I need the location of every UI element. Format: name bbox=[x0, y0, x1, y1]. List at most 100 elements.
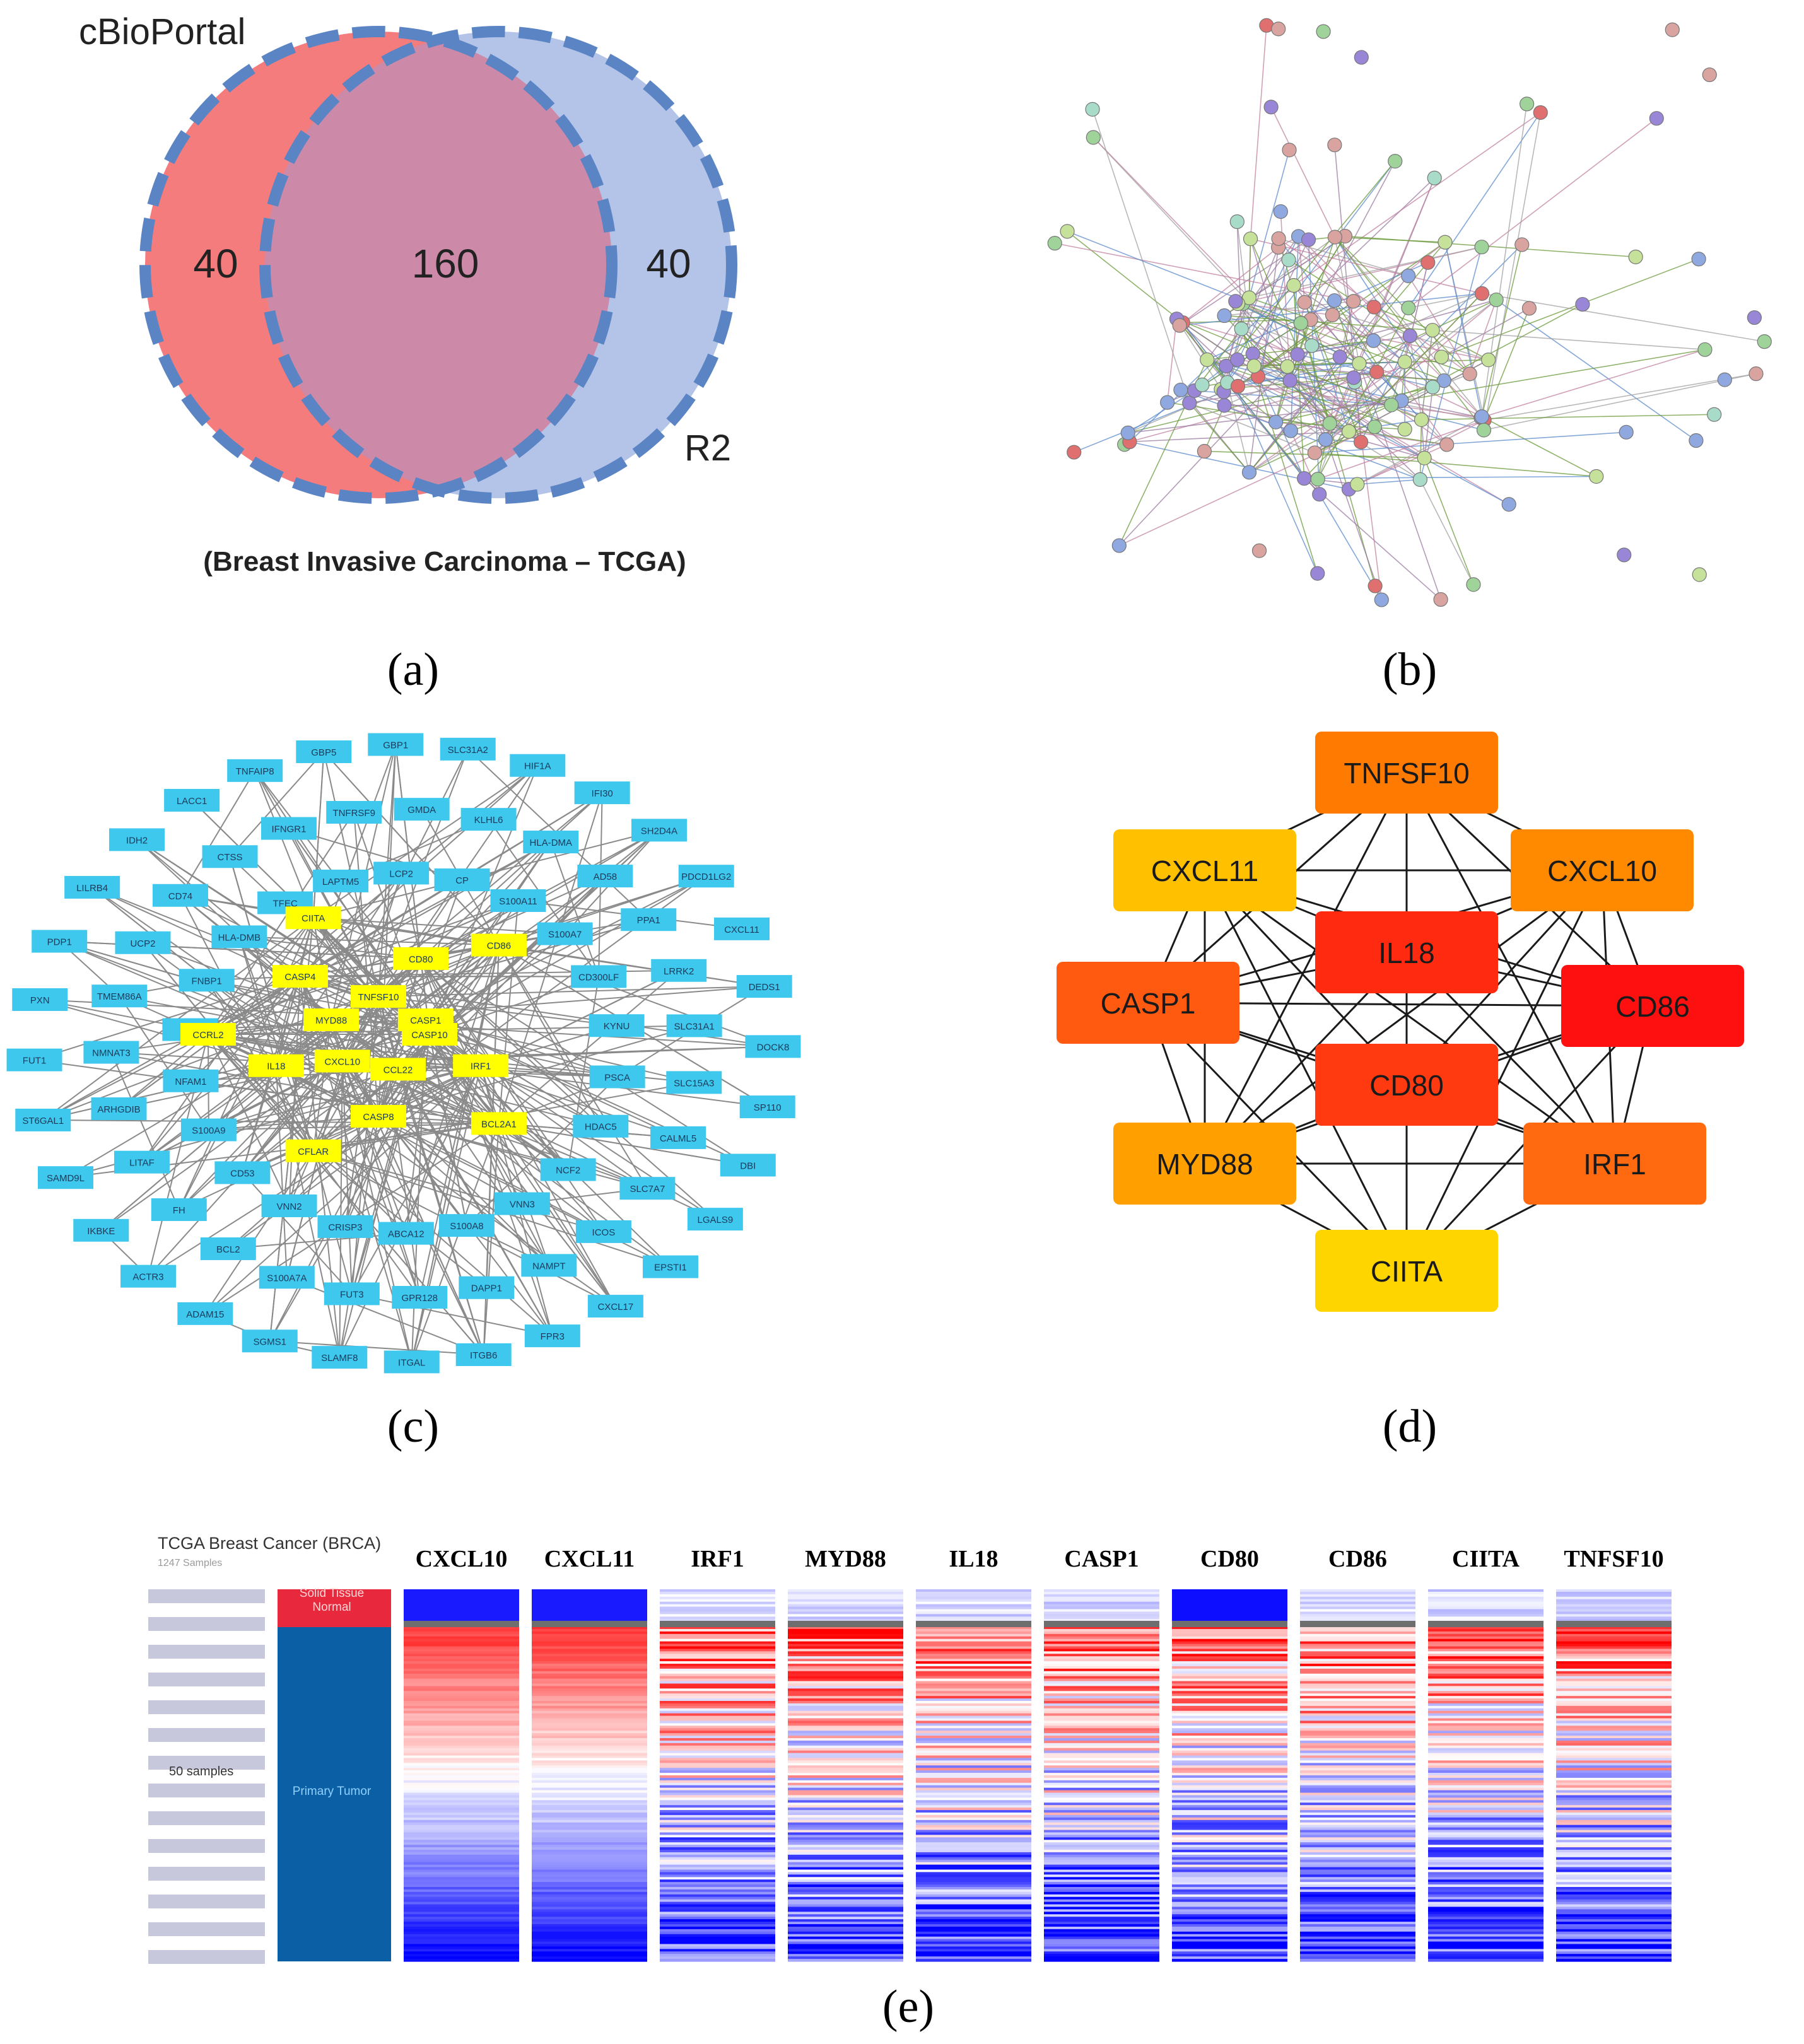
gene-node bbox=[115, 931, 171, 954]
sample-scale-label: 50 samples bbox=[169, 1765, 234, 1778]
normal-tissue-label: Solid Tissue Normal bbox=[299, 1587, 365, 1614]
network-node bbox=[1310, 566, 1325, 581]
cyto-edge bbox=[498, 944, 773, 1048]
gene-node-label: CFLAR bbox=[298, 1147, 329, 1157]
gene-node bbox=[571, 965, 627, 988]
network-node bbox=[1501, 497, 1516, 512]
gene-node-label: CTSS bbox=[218, 852, 243, 863]
gene-node-label: DEDS1 bbox=[749, 982, 780, 993]
network-node bbox=[1689, 433, 1704, 448]
gene-node-label: CD74 bbox=[168, 891, 192, 902]
network-node bbox=[1697, 342, 1713, 357]
gene-node bbox=[12, 988, 68, 1011]
network-edge bbox=[1496, 299, 1697, 441]
network-node bbox=[1384, 397, 1399, 412]
network-edge bbox=[1432, 329, 1706, 351]
network-node bbox=[1293, 315, 1308, 331]
cyto-edge bbox=[498, 945, 602, 1127]
cyto-edge bbox=[204, 1150, 314, 1314]
network-node bbox=[1263, 100, 1279, 115]
network-node bbox=[1273, 204, 1288, 219]
gene-node-label: SLC7A7 bbox=[630, 1184, 665, 1194]
network-edge bbox=[1128, 400, 1402, 434]
gene-node-label: CD53 bbox=[230, 1168, 254, 1179]
heatmap-gene-header: CIITA bbox=[1452, 1546, 1520, 1572]
cyto-edge bbox=[411, 1123, 500, 1362]
gene-node-label: CD300LF bbox=[578, 972, 619, 983]
network-edge bbox=[1250, 25, 1267, 239]
cyto-edge bbox=[300, 976, 379, 1117]
gene-node bbox=[120, 1264, 177, 1288]
network-edge bbox=[1304, 293, 1483, 479]
gene-node-label: SLC31A2 bbox=[448, 745, 488, 756]
network-node bbox=[1280, 359, 1295, 374]
heatmap-grid bbox=[148, 1589, 1672, 1964]
gene-node bbox=[211, 925, 267, 949]
gene-node-label: BCL2 bbox=[216, 1244, 240, 1255]
gene-node-label: PDP1 bbox=[47, 937, 72, 948]
network-node bbox=[1369, 365, 1385, 380]
caption-a: (a) bbox=[387, 644, 440, 696]
gene-node-label: SAMD9L bbox=[47, 1173, 85, 1184]
gene-node-label: SLC15A3 bbox=[674, 1078, 714, 1089]
cyto-edge bbox=[40, 998, 277, 1066]
gene-node bbox=[714, 917, 770, 940]
cyto-edge bbox=[300, 900, 518, 978]
hub-gene-node bbox=[351, 985, 406, 1008]
hub-edge bbox=[1204, 772, 1408, 1164]
network-node bbox=[1111, 538, 1127, 553]
network-edge bbox=[1357, 479, 1420, 485]
heatmap-column bbox=[1172, 1589, 1287, 1962]
gene-node bbox=[540, 1158, 596, 1181]
gene-node bbox=[83, 1041, 139, 1064]
network-node bbox=[1297, 470, 1312, 486]
network-edge bbox=[1290, 236, 1299, 431]
network-node bbox=[1228, 294, 1243, 309]
gene-node bbox=[163, 1069, 219, 1092]
cyto-edge bbox=[342, 1060, 550, 1266]
gene-node-label: IKBKE bbox=[87, 1226, 115, 1237]
gene-node-label: NMNAT3 bbox=[92, 1048, 131, 1059]
network-node bbox=[1241, 465, 1257, 480]
gene-node-label: FUT1 bbox=[23, 1056, 47, 1066]
cytoscape-network: PDCD1LG2 CXCL11 DEDS1 DOCK8 SP110 DBI LGALS9 EP… bbox=[6, 733, 801, 1374]
network-node bbox=[1402, 328, 1418, 344]
cyto-edge bbox=[313, 1150, 487, 1288]
cyto-edge bbox=[178, 976, 301, 1210]
network-edge bbox=[1248, 238, 1251, 298]
network-edge bbox=[1339, 307, 1374, 358]
hub-node-label: CD80 bbox=[1369, 1069, 1444, 1102]
cyto-edge bbox=[238, 937, 277, 1066]
cyto-edge bbox=[208, 875, 707, 1035]
network-node bbox=[1067, 445, 1082, 460]
hub-node-cd86 bbox=[1561, 965, 1744, 1047]
gene-node-label: FH bbox=[173, 1205, 185, 1216]
gene-node bbox=[214, 1161, 271, 1184]
gene-node bbox=[6, 1048, 62, 1072]
network-node bbox=[1230, 378, 1246, 394]
gene-node bbox=[368, 733, 424, 756]
network-edge bbox=[1189, 402, 1250, 473]
network-edge bbox=[1257, 376, 1305, 479]
gene-node-label: CASP4 bbox=[284, 972, 315, 983]
network-edge bbox=[1243, 303, 1444, 382]
network-node bbox=[1230, 352, 1245, 367]
network-edge bbox=[1055, 242, 1354, 302]
heatmap-column bbox=[532, 1589, 647, 1962]
gene-node bbox=[573, 1114, 629, 1138]
cyto-edge bbox=[43, 1119, 499, 1124]
cyto-edge bbox=[180, 770, 256, 896]
cyto-edge bbox=[288, 827, 462, 881]
gene-node bbox=[587, 1295, 643, 1318]
gene-node bbox=[440, 737, 496, 761]
gene-node-label: PDCD1LG2 bbox=[681, 872, 731, 882]
gene-node bbox=[666, 1014, 722, 1037]
gene-node bbox=[577, 865, 633, 888]
cyto-edge bbox=[378, 996, 421, 1298]
heatmap-column bbox=[660, 1589, 775, 1962]
network-node bbox=[1692, 567, 1707, 582]
network-edge bbox=[1401, 400, 1482, 418]
gene-node-label: TNFRSF9 bbox=[332, 808, 375, 819]
network-node bbox=[1241, 290, 1257, 305]
cyto-edge bbox=[425, 841, 552, 1020]
